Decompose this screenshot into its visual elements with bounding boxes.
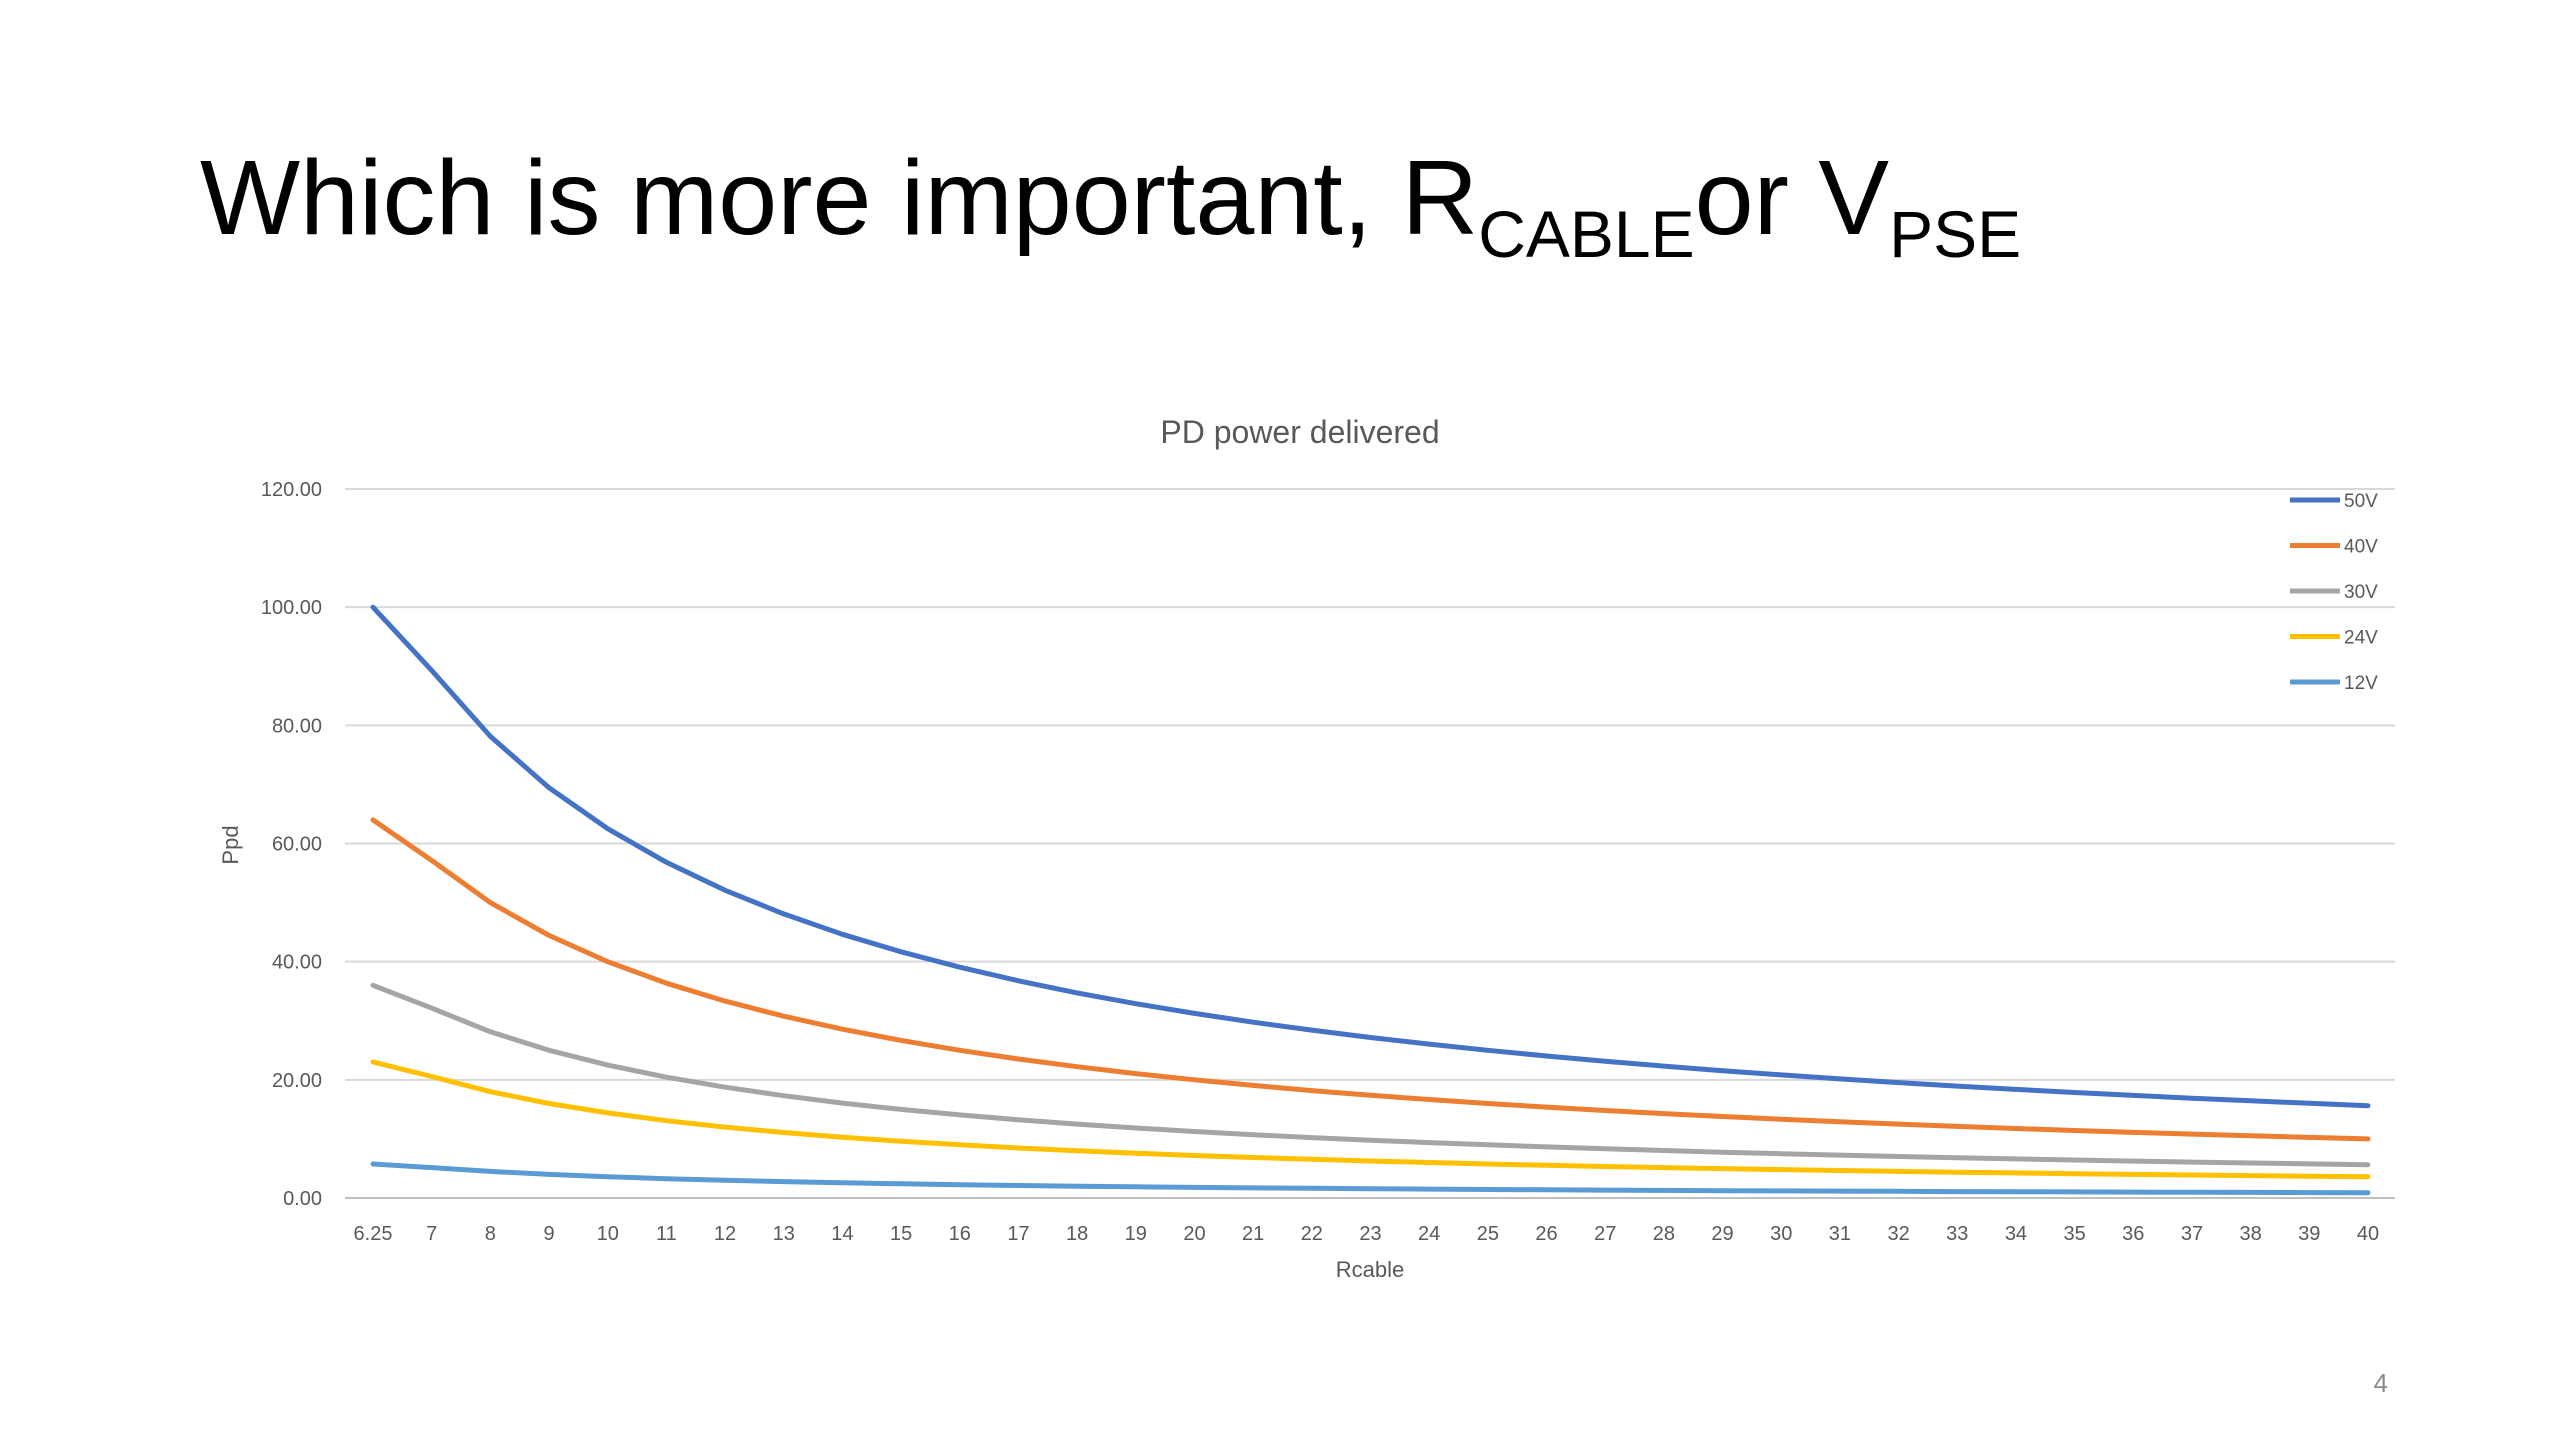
x-tick-label: 30 bbox=[1770, 1223, 1792, 1245]
y-tick-label: 120.00 bbox=[261, 479, 322, 501]
y-tick-label: 80.00 bbox=[272, 715, 322, 737]
y-axis-label: Ppd bbox=[218, 825, 243, 864]
legend: 50V 40V 30V 24V 12V bbox=[2290, 491, 2378, 694]
y-tick-label: 100.00 bbox=[261, 597, 322, 619]
x-tick-label: 26 bbox=[1535, 1223, 1557, 1245]
x-tick-label: 18 bbox=[1066, 1223, 1088, 1245]
x-tick-label: 15 bbox=[890, 1223, 912, 1245]
x-tick-label: 24 bbox=[1418, 1223, 1440, 1245]
x-tick-label: 11 bbox=[656, 1223, 677, 1245]
series-line-50v bbox=[370, 604, 2371, 1109]
series-line-12v bbox=[370, 1161, 2371, 1196]
x-tick-label: 10 bbox=[597, 1223, 619, 1245]
x-tick-label: 9 bbox=[543, 1223, 554, 1245]
legend-label: 40V bbox=[2344, 537, 2378, 558]
x-tick-label: 25 bbox=[1477, 1223, 1499, 1245]
x-tick-label: 20 bbox=[1183, 1223, 1205, 1245]
x-axis-label: Rcable bbox=[1336, 1257, 1404, 1282]
x-tick-label: 32 bbox=[1887, 1223, 1909, 1245]
x-tick-label: 28 bbox=[1653, 1223, 1675, 1245]
legend-label: 24V bbox=[2344, 628, 2378, 649]
y-tick-label: 60.00 bbox=[272, 834, 322, 856]
x-tick-label: 6.25 bbox=[354, 1223, 393, 1245]
series-line-24v bbox=[370, 1059, 2371, 1180]
x-axis-ticks: 6.25 7 8 9 10 11 12 13 14 15 16 17 18 19 20 21 22 23 24 25 2… bbox=[354, 1223, 2380, 1245]
x-tick-label: 35 bbox=[2063, 1223, 2085, 1245]
y-tick-label: 0.00 bbox=[283, 1188, 322, 1210]
chart-title: PD power delivered bbox=[1160, 414, 1439, 450]
x-tick-label: 29 bbox=[1711, 1223, 1733, 1245]
x-tick-label: 38 bbox=[2240, 1223, 2262, 1245]
title-subscript-pse: PSE bbox=[1889, 197, 2022, 272]
series-lines bbox=[370, 604, 2371, 1196]
x-tick-label: 36 bbox=[2122, 1223, 2144, 1245]
legend-label: 30V bbox=[2344, 582, 2378, 603]
x-tick-label: 27 bbox=[1594, 1223, 1616, 1245]
x-tick-label: 19 bbox=[1125, 1223, 1147, 1245]
x-tick-label: 17 bbox=[1007, 1223, 1029, 1245]
x-tick-label: 14 bbox=[831, 1223, 853, 1245]
x-tick-label: 40 bbox=[2357, 1223, 2379, 1245]
x-tick-label: 8 bbox=[485, 1223, 496, 1245]
x-tick-label: 31 bbox=[1829, 1223, 1851, 1245]
x-tick-label: 39 bbox=[2298, 1223, 2320, 1245]
x-tick-label: 16 bbox=[949, 1223, 971, 1245]
series-line-30v bbox=[370, 982, 2371, 1168]
x-tick-label: 13 bbox=[773, 1223, 795, 1245]
x-tick-label: 23 bbox=[1359, 1223, 1381, 1245]
y-axis-ticks: 0.00 20.00 40.00 60.00 80.00 100.00 120.00 bbox=[261, 479, 322, 1210]
page-number: 4 bbox=[2373, 1368, 2388, 1398]
x-tick-label: 12 bbox=[714, 1223, 736, 1245]
title-main: Which is more important, R bbox=[200, 139, 1479, 257]
series-line-40v bbox=[370, 817, 2371, 1142]
legend-label: 12V bbox=[2344, 673, 2378, 694]
x-tick-label: 37 bbox=[2181, 1223, 2203, 1245]
x-tick-label: 33 bbox=[1946, 1223, 1968, 1245]
title-subscript-cable: CABLE bbox=[1478, 197, 1695, 272]
title-middle: or V bbox=[1694, 139, 1890, 257]
x-tick-label: 7 bbox=[426, 1223, 437, 1245]
y-tick-label: 20.00 bbox=[272, 1070, 322, 1092]
y-tick-label: 40.00 bbox=[272, 952, 322, 974]
legend-label: 50V bbox=[2344, 491, 2378, 512]
x-tick-label: 21 bbox=[1242, 1223, 1264, 1245]
x-tick-label: 34 bbox=[2005, 1223, 2027, 1245]
x-tick-label: 22 bbox=[1301, 1223, 1323, 1245]
slide-title: Which is more important, RCABLEor VPSE bbox=[200, 139, 2021, 267]
